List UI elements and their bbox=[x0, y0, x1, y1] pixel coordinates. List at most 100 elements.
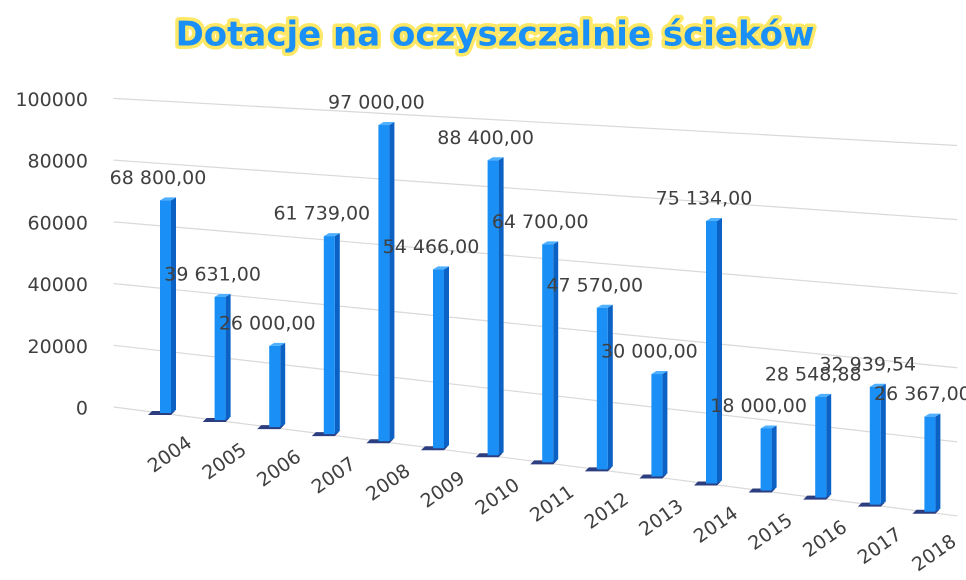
bar bbox=[924, 413, 941, 512]
bar bbox=[487, 157, 504, 456]
value-label: 39 631,00 bbox=[164, 263, 261, 285]
bar bbox=[269, 342, 286, 428]
bar-side bbox=[171, 197, 176, 413]
value-label: 68 800,00 bbox=[110, 167, 207, 189]
x-tick-label: 2012 bbox=[581, 488, 633, 534]
bar-front bbox=[542, 244, 554, 463]
x-tick-label: 2014 bbox=[690, 502, 742, 548]
bar-side bbox=[717, 218, 722, 484]
bar-top bbox=[542, 241, 559, 245]
bar-top bbox=[214, 293, 231, 297]
value-label: 64 700,00 bbox=[492, 211, 589, 233]
y-tick-label: 100000 bbox=[15, 89, 88, 111]
value-label: 75 134,00 bbox=[656, 188, 753, 210]
value-label: 18 000,00 bbox=[710, 395, 807, 417]
bar-side bbox=[935, 413, 941, 512]
bar-top bbox=[596, 304, 613, 308]
value-label: 26 367,00 bbox=[874, 383, 966, 405]
bar bbox=[214, 293, 231, 421]
y-tick-label: 40000 bbox=[28, 274, 88, 296]
bar-side bbox=[826, 393, 832, 498]
bar bbox=[323, 233, 340, 435]
bar-top bbox=[433, 266, 449, 270]
bar-front bbox=[487, 160, 499, 456]
x-tick-label: 2011 bbox=[526, 481, 578, 527]
bar bbox=[869, 383, 886, 505]
bar bbox=[433, 266, 449, 449]
x-tick-label: 2018 bbox=[908, 530, 960, 576]
bar-top bbox=[323, 233, 340, 237]
grid-line bbox=[113, 282, 958, 369]
value-label: 61 739,00 bbox=[273, 203, 370, 225]
x-tick-label: 2005 bbox=[198, 439, 250, 485]
x-tick-label: 2007 bbox=[308, 453, 360, 499]
bar bbox=[706, 218, 722, 484]
bar-side bbox=[280, 342, 286, 428]
bar-side bbox=[444, 266, 449, 449]
bar-front bbox=[760, 428, 772, 491]
bar bbox=[760, 425, 777, 491]
bar-top bbox=[378, 122, 395, 126]
bar-front bbox=[869, 386, 881, 505]
bar-front bbox=[706, 221, 717, 484]
bar-front bbox=[160, 200, 171, 413]
bar-side bbox=[334, 233, 340, 435]
bar-front bbox=[924, 416, 936, 512]
chart-title: Dotacje na oczyszczalnie ścieków bbox=[176, 15, 815, 55]
bar-top bbox=[815, 393, 832, 397]
y-tick-label: 20000 bbox=[28, 336, 88, 358]
x-tick-label: 2006 bbox=[253, 446, 305, 492]
value-label: 32 939,54 bbox=[819, 353, 916, 375]
bar bbox=[542, 241, 559, 463]
bar-side bbox=[389, 122, 395, 442]
bar-front bbox=[378, 125, 390, 442]
bar bbox=[160, 197, 176, 413]
grid-line bbox=[113, 159, 958, 221]
grid-line bbox=[113, 97, 958, 147]
bar-top bbox=[706, 218, 722, 222]
bar-front bbox=[596, 307, 608, 470]
x-tick-label: 2009 bbox=[417, 467, 469, 513]
bar-front bbox=[323, 236, 335, 435]
x-tick-label: 2015 bbox=[744, 509, 796, 555]
bar-side bbox=[771, 425, 777, 491]
value-label: 88 400,00 bbox=[437, 127, 534, 149]
x-tick-label: 2010 bbox=[471, 474, 523, 520]
bar-side bbox=[607, 304, 613, 470]
bar-front bbox=[269, 345, 281, 428]
bar-side bbox=[553, 241, 559, 463]
bar-top bbox=[924, 413, 941, 417]
value-label: 54 466,00 bbox=[383, 236, 480, 258]
y-tick-label: 0 bbox=[76, 398, 88, 420]
value-label: 47 570,00 bbox=[546, 274, 643, 296]
bar bbox=[651, 371, 668, 477]
bar bbox=[378, 122, 395, 442]
x-tick-label: 2017 bbox=[854, 523, 906, 569]
bar-top bbox=[160, 197, 176, 201]
x-tick-label: 2013 bbox=[635, 495, 687, 541]
y-tick-label: 80000 bbox=[28, 151, 88, 173]
bar-front bbox=[651, 374, 663, 477]
x-tick-label: 2008 bbox=[362, 460, 414, 506]
value-label: 97 000,00 bbox=[328, 92, 425, 114]
bar-front bbox=[815, 396, 827, 498]
x-tick-label: 2016 bbox=[799, 516, 851, 562]
value-label: 26 000,00 bbox=[219, 312, 316, 334]
value-label: 28 548,88 bbox=[765, 363, 862, 385]
bar-side bbox=[498, 157, 504, 456]
bar-top bbox=[651, 371, 668, 375]
value-label: 30 000,00 bbox=[601, 341, 698, 363]
bar-top bbox=[869, 383, 886, 387]
x-tick-label: 2004 bbox=[144, 432, 196, 478]
grid-line bbox=[113, 221, 958, 295]
bar-front bbox=[214, 296, 226, 421]
bar-side bbox=[880, 383, 886, 505]
bar bbox=[596, 304, 613, 470]
y-tick-label: 60000 bbox=[28, 212, 88, 234]
bar-side bbox=[225, 293, 231, 421]
bar bbox=[815, 393, 832, 498]
bar-front bbox=[433, 269, 444, 449]
bar-top bbox=[269, 342, 286, 346]
bar-top bbox=[760, 425, 777, 429]
